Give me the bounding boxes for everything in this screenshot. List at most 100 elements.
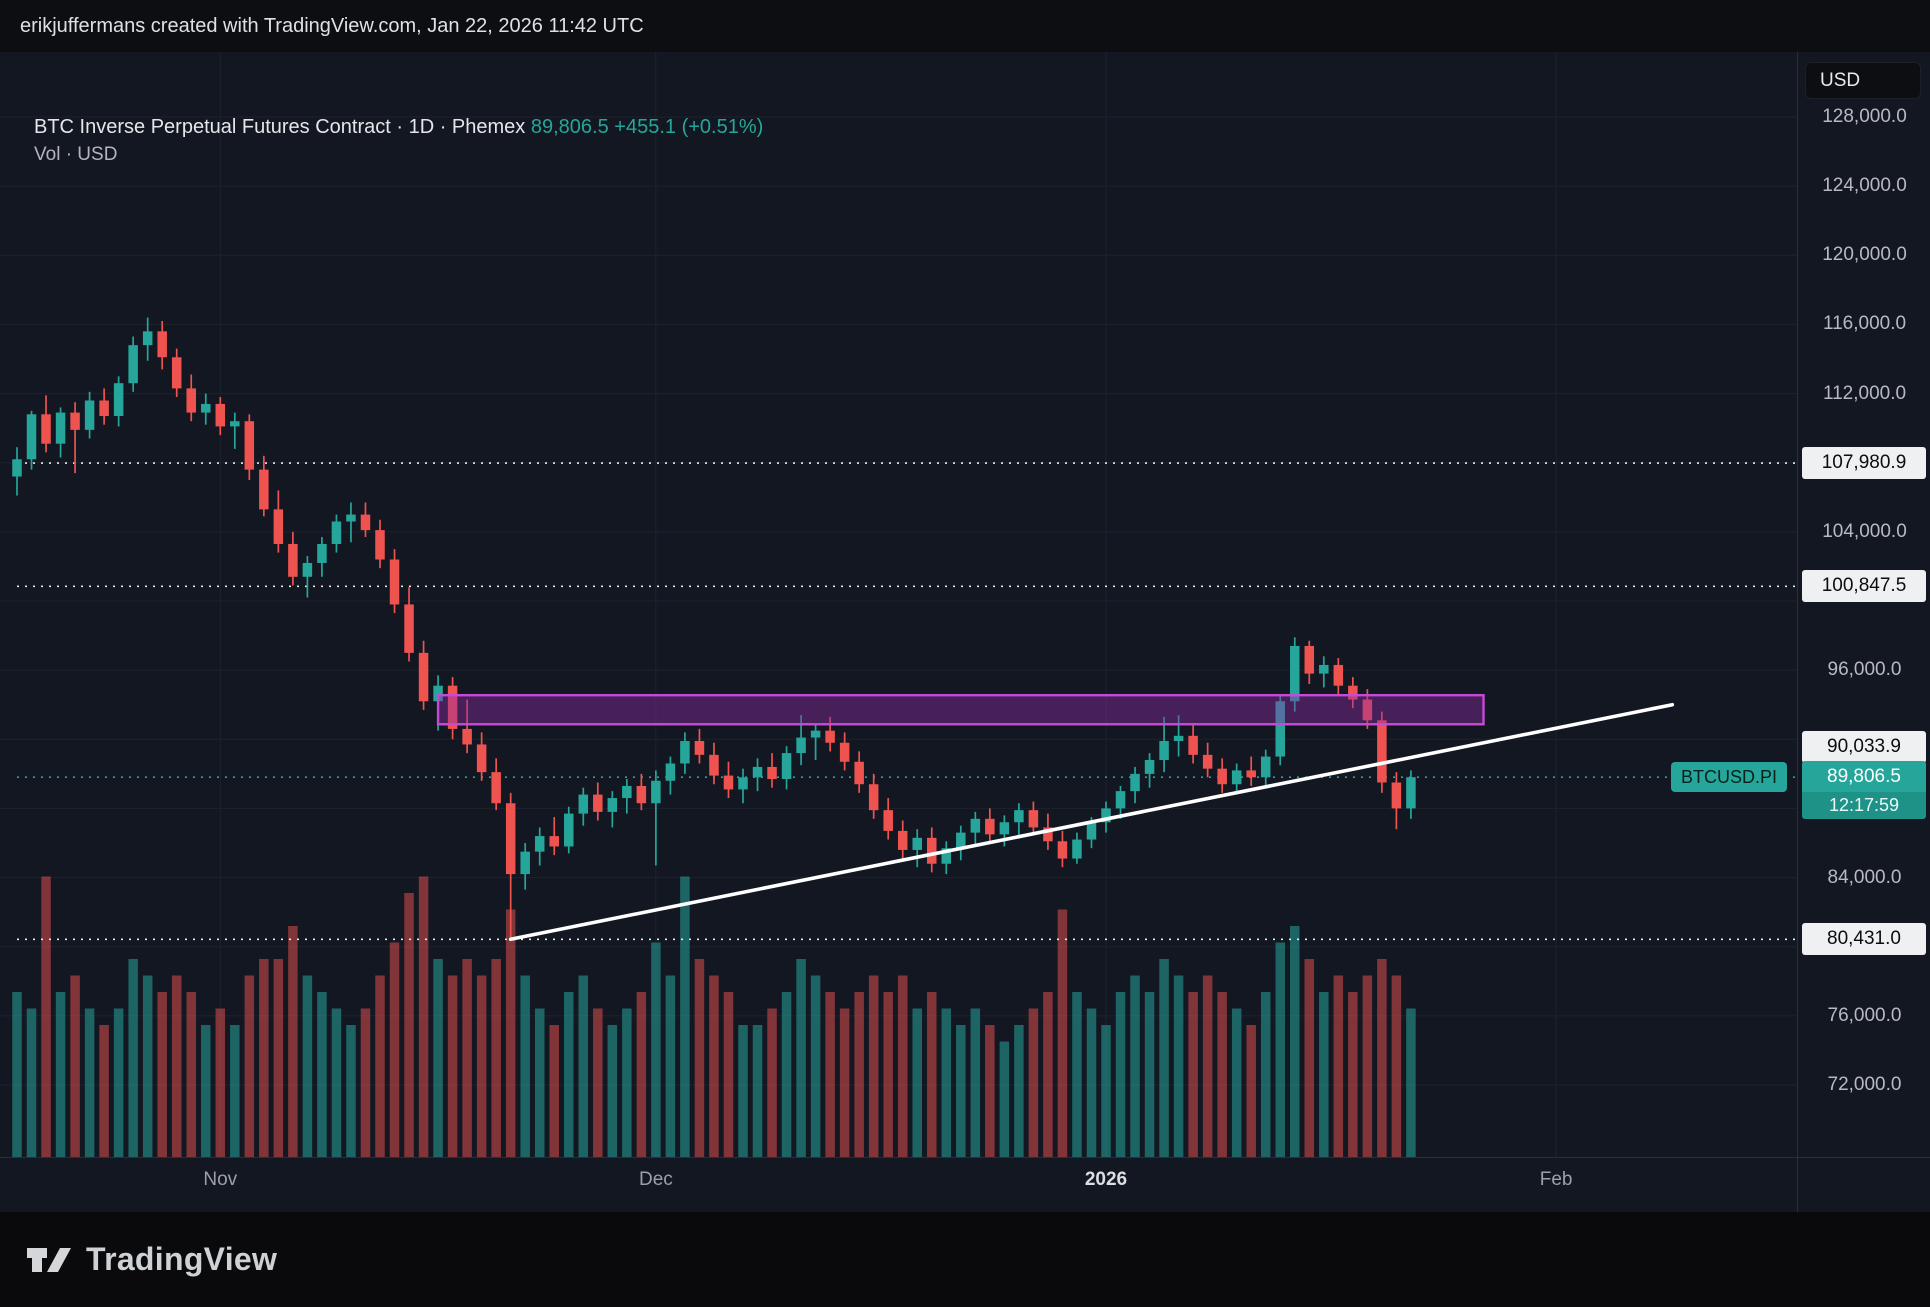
- candle-body: [912, 837, 922, 850]
- time-axis[interactable]: Nov Dec 2026 Feb: [0, 1157, 1797, 1212]
- price-tick-label: 84,000.0: [1827, 866, 1902, 888]
- volume-bar: [288, 926, 298, 1157]
- volume-bar: [651, 942, 661, 1157]
- tradingview-logo-icon[interactable]: [26, 1243, 72, 1277]
- plot-bottom-border: [0, 1157, 1930, 1158]
- candle-body: [578, 794, 589, 814]
- volume-bar: [447, 975, 458, 1157]
- trendline-drawing[interactable]: [508, 702, 1675, 942]
- volume-bar: [1101, 1025, 1111, 1157]
- attribution-text: erikjuffermans created with TradingView.…: [20, 14, 644, 37]
- candle-body: [476, 744, 487, 773]
- volume-bar: [375, 975, 385, 1157]
- volume-bar: [142, 975, 153, 1157]
- price-tick-label: 76,000.0: [1827, 1004, 1902, 1026]
- rectangle-drawing[interactable]: [436, 694, 1485, 726]
- volume-bar: [157, 992, 167, 1157]
- volume-bar: [868, 975, 879, 1157]
- candle-body: [1043, 827, 1053, 842]
- price-tick-label: 124,000.0: [1822, 175, 1907, 197]
- volume-bar: [259, 959, 269, 1157]
- volume-bar: [186, 992, 196, 1157]
- candle-body: [201, 403, 211, 413]
- current-price-badge: 89,806.5: [1802, 761, 1926, 793]
- volume-bar: [1086, 1008, 1097, 1157]
- volume-bar: [1348, 992, 1358, 1157]
- volume-indicator-label: Vol · USD: [34, 144, 118, 165]
- candle-body: [1290, 645, 1300, 702]
- candle-body: [302, 562, 313, 577]
- candle-body: [491, 772, 501, 804]
- volume-bar: [680, 876, 690, 1157]
- candle-body: [142, 331, 153, 346]
- volume-bar: [505, 909, 516, 1157]
- volume-bar: [738, 1025, 748, 1157]
- volume-bar: [636, 992, 647, 1157]
- candle-body: [389, 559, 400, 605]
- volume-bar: [1391, 975, 1402, 1157]
- volume-bar: [1377, 959, 1387, 1157]
- candle-body: [113, 383, 124, 417]
- volume-bar: [476, 975, 487, 1157]
- volume-bar: [331, 1008, 342, 1157]
- volume-bar: [897, 975, 908, 1157]
- candle-body: [55, 412, 66, 444]
- price-level-badge: 90,033.9: [1802, 731, 1926, 764]
- volume-bar: [883, 992, 893, 1157]
- price-tick-label: 96,000.0: [1827, 659, 1902, 681]
- volume-bar: [1188, 992, 1198, 1157]
- candle-body: [651, 780, 661, 804]
- volume-bar: [418, 876, 429, 1157]
- price-change-value: +455.1 (+0.51%): [614, 116, 764, 138]
- price-level-badge: 100,847.5: [1802, 570, 1926, 603]
- volume-bar: [810, 975, 821, 1157]
- volume-bar: [12, 992, 22, 1157]
- candle-body: [41, 414, 51, 444]
- volume-bar: [709, 975, 719, 1157]
- volume-bar: [694, 959, 705, 1157]
- candle-body: [26, 414, 37, 460]
- tradingview-wordmark[interactable]: TradingView: [86, 1241, 278, 1277]
- candle-body: [970, 818, 981, 833]
- candle-body: [839, 742, 850, 762]
- volume-bar: [1072, 992, 1082, 1157]
- candle-body: [1072, 839, 1082, 859]
- candle-body: [1188, 735, 1198, 755]
- currency-usd-button[interactable]: USD: [1805, 62, 1921, 99]
- price-tick-label: 72,000.0: [1827, 1074, 1902, 1095]
- candle-body: [941, 848, 952, 864]
- volume-bar: [128, 959, 138, 1157]
- candle-body: [346, 514, 356, 522]
- time-axis-label: Feb: [1539, 1169, 1573, 1190]
- candle-body: [1319, 664, 1329, 674]
- volume-bar: [244, 975, 255, 1157]
- candle-body: [1260, 756, 1271, 778]
- volume-bar: [723, 992, 734, 1157]
- price-level-badge: 107,980.9: [1802, 447, 1926, 480]
- price-axis[interactable]: USD 128,000.0 124,000.0 120,000.0 116,000.0…: [1797, 52, 1930, 1212]
- volume-bar: [607, 1025, 618, 1157]
- volume-bar: [302, 975, 313, 1157]
- candle-body: [564, 813, 574, 847]
- volume-bar: [41, 876, 51, 1157]
- candle-body: [680, 741, 690, 764]
- candle-body: [273, 509, 284, 544]
- volume-bar: [1231, 1008, 1242, 1157]
- candle-body: [956, 832, 966, 849]
- volume-bar: [796, 959, 806, 1157]
- chart-area[interactable]: BTC Inverse Perpetual Futures Contract ·…: [0, 52, 1797, 1212]
- candle-body: [418, 652, 429, 702]
- bar-countdown-badge: 12:17:59: [1802, 792, 1926, 820]
- candle-body: [288, 543, 298, 577]
- candle-body: [825, 730, 835, 743]
- candle-body: [810, 730, 821, 738]
- price-chart-canvas[interactable]: [0, 52, 1797, 1157]
- candle-body: [70, 412, 80, 430]
- candle-body: [505, 803, 516, 875]
- volume-bar: [113, 1008, 124, 1157]
- symbol-title[interactable]: BTC Inverse Perpetual Futures Contract ·…: [34, 116, 526, 138]
- volume-bar: [389, 942, 400, 1157]
- volume-bar: [1275, 942, 1285, 1157]
- candle-body: [985, 818, 995, 835]
- volume-bar: [752, 1025, 763, 1157]
